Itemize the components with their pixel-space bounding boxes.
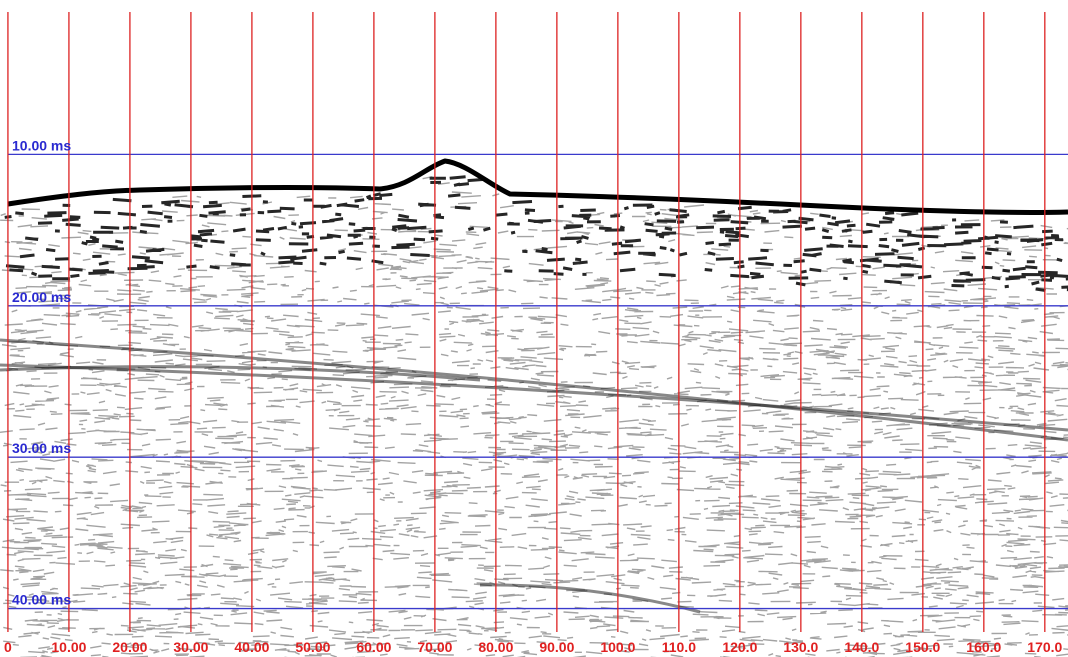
x-tick-label: 110.0 [662,639,696,655]
x-tick-label: 80.00 [478,639,513,655]
x-tick-label: 30.00 [173,639,208,655]
y-tick-label: 20.00 ms [12,289,71,305]
x-tick-label: 90.00 [539,639,574,655]
y-tick-label: 10.00 ms [12,137,71,153]
x-tick-label: 120.0 [722,639,757,655]
seismic-texture [0,175,1068,657]
x-tick-label: 160.0 [966,639,1001,655]
y-tick-label: 40.00 ms [12,592,71,608]
seafloor-reflector [7,158,1068,216]
x-tick-label: 130.0 [783,639,818,655]
texture-reflector [0,363,1068,432]
x-tick-label: 50.00 [295,639,330,655]
x-tick-label: 40.00 [234,639,269,655]
grid [7,12,1068,632]
x-tick-label: 170.0 [1027,639,1062,655]
x-tick-label: 20.00 [112,639,147,655]
x-tick-label: 140.0 [844,639,879,655]
x-tick-label: 0 [4,639,12,655]
axis-labels: 10.00 ms 20.00 ms 30.00 ms 40.00 ms 0 10.00 20… [4,137,1063,655]
x-tick-label: 70.00 [417,639,452,655]
y-tick-label: 30.00 ms [12,440,71,456]
texture-strong [4,175,1068,292]
x-tick-label: 10.00 [51,639,86,655]
x-tick-label: 150.0 [905,639,940,655]
x-tick-label: 60.00 [356,639,391,655]
x-tick-label: 100.0 [600,639,635,655]
texture-reflector [0,338,1068,442]
texture-reflector [0,365,481,382]
texture-reflector [479,583,701,614]
